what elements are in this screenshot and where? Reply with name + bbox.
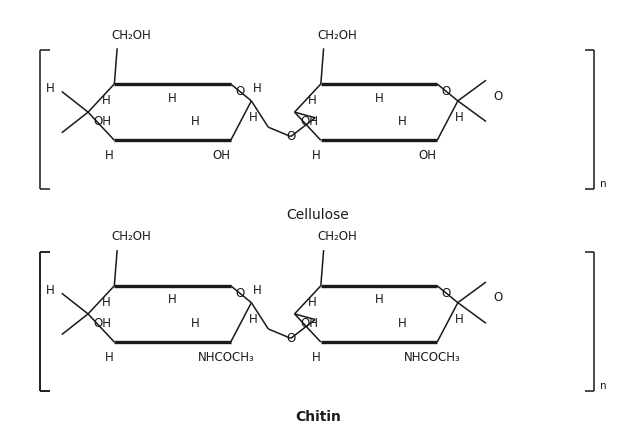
Text: H: H: [249, 111, 258, 124]
Text: H: H: [168, 92, 177, 105]
Text: O: O: [235, 85, 245, 98]
Text: H: H: [455, 313, 464, 326]
Text: H: H: [375, 92, 384, 105]
Text: H: H: [191, 115, 200, 128]
Text: CH₂OH: CH₂OH: [111, 29, 151, 42]
Text: H: H: [308, 296, 317, 309]
Text: Cellulose: Cellulose: [287, 208, 349, 222]
Text: n: n: [600, 179, 607, 189]
Text: OH: OH: [93, 317, 111, 330]
Text: H: H: [249, 313, 258, 326]
Text: NHCOCH₃: NHCOCH₃: [404, 351, 461, 364]
Text: NHCOCH₃: NHCOCH₃: [198, 351, 254, 364]
Text: CH₂OH: CH₂OH: [318, 29, 357, 42]
Text: O: O: [442, 287, 451, 300]
Text: H: H: [252, 284, 261, 297]
Text: H: H: [308, 95, 317, 107]
Text: H: H: [106, 351, 114, 364]
Text: H: H: [312, 351, 321, 364]
Text: H: H: [168, 293, 177, 306]
Text: O: O: [494, 90, 502, 103]
Text: O: O: [235, 287, 245, 300]
Text: Chitin: Chitin: [295, 410, 341, 422]
Text: H: H: [312, 149, 321, 162]
Text: H: H: [102, 296, 111, 309]
Text: OH: OH: [93, 115, 111, 128]
Text: H: H: [102, 95, 111, 107]
Text: OH: OH: [418, 149, 437, 162]
Text: O: O: [286, 130, 295, 143]
Text: OH: OH: [300, 317, 318, 330]
Text: H: H: [398, 317, 406, 330]
Text: H: H: [398, 115, 406, 128]
Text: H: H: [46, 284, 55, 297]
Text: H: H: [106, 149, 114, 162]
Text: CH₂OH: CH₂OH: [111, 230, 151, 243]
Text: CH₂OH: CH₂OH: [318, 230, 357, 243]
Text: H: H: [455, 111, 464, 124]
Text: H: H: [46, 82, 55, 95]
Text: n: n: [600, 381, 607, 391]
Text: O: O: [494, 292, 502, 304]
Text: H: H: [375, 293, 384, 306]
Text: O: O: [442, 85, 451, 98]
Text: OH: OH: [300, 115, 318, 128]
Text: OH: OH: [212, 149, 230, 162]
Text: H: H: [191, 317, 200, 330]
Text: O: O: [286, 332, 295, 345]
Text: H: H: [252, 82, 261, 95]
